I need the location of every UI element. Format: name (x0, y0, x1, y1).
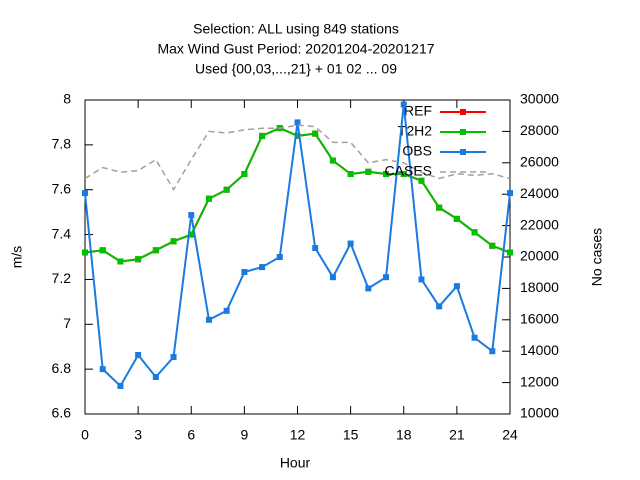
y2-tick-label: 12000 (520, 373, 559, 389)
data-point (259, 264, 266, 271)
legend-marker (460, 109, 466, 115)
y2-tick-label: 24000 (520, 185, 559, 201)
data-point (223, 307, 230, 314)
data-point (400, 101, 407, 108)
data-point (312, 245, 319, 252)
data-point (294, 119, 301, 126)
y2-tick-label: 10000 (520, 405, 559, 421)
y-axis-label: m/s (9, 246, 25, 269)
data-point (135, 256, 142, 263)
y-tick-label: 7.6 (52, 180, 72, 196)
data-point (347, 240, 354, 247)
y-tick-label: 7.8 (52, 136, 72, 152)
data-point (383, 274, 390, 281)
legend-label: REF (404, 103, 432, 119)
data-point (453, 215, 460, 222)
data-point (471, 334, 478, 341)
data-point (329, 274, 336, 281)
data-point (294, 132, 301, 139)
x-tick-label: 9 (240, 427, 248, 443)
data-point (223, 186, 230, 193)
data-point (152, 373, 159, 380)
data-point (453, 283, 460, 290)
x-tick-label: 6 (187, 427, 195, 443)
data-point (489, 348, 496, 355)
series-line (84, 124, 511, 191)
data-point (418, 276, 425, 283)
y2-tick-label: 18000 (520, 279, 559, 295)
x-tick-label: 24 (502, 427, 518, 443)
data-point (329, 157, 336, 164)
data-point (205, 316, 212, 323)
data-point (383, 171, 390, 178)
data-point (436, 204, 443, 211)
data-point (82, 249, 88, 256)
data-point (400, 171, 407, 178)
y2-tick-label: 26000 (520, 154, 559, 170)
y2-tick-label: 30000 (520, 91, 559, 107)
chart-title: Selection: ALL using 849 stations (193, 21, 399, 37)
data-point (241, 269, 248, 276)
y-tick-label: 6.8 (52, 360, 72, 376)
data-point (99, 247, 106, 254)
data-point (347, 171, 354, 178)
y-tick-label: 8 (63, 91, 71, 107)
data-point (135, 352, 142, 359)
data-point (365, 168, 372, 175)
y-tick-label: 7.4 (52, 225, 72, 241)
data-point (241, 171, 248, 178)
legend-marker (460, 129, 466, 135)
data-point (507, 249, 513, 256)
y-tick-label: 7.2 (52, 270, 72, 286)
data-point (259, 132, 266, 139)
x-tick-label: 0 (81, 427, 89, 443)
data-point (117, 382, 124, 389)
x-tick-label: 21 (449, 427, 465, 443)
data-point (507, 190, 513, 197)
data-point (99, 366, 106, 373)
y2-axis-label: No cases (589, 228, 605, 286)
x-tick-label: 3 (134, 427, 142, 443)
y2-tick-label: 14000 (520, 342, 559, 358)
data-point (312, 130, 319, 137)
x-tick-label: 18 (396, 427, 412, 443)
y-tick-label: 6.6 (52, 405, 72, 421)
legend-label: T2H2 (398, 123, 432, 139)
y2-tick-label: 22000 (520, 216, 559, 232)
legend-label: OBS (402, 143, 432, 159)
data-point (418, 177, 425, 184)
data-point (152, 247, 159, 254)
chart-title: Used {00,03,...,21} + 01 02 ... 09 (195, 61, 397, 77)
data-point (365, 285, 372, 292)
data-point (188, 212, 195, 219)
y-tick-label: 7 (63, 315, 71, 331)
data-point (188, 231, 195, 238)
legend-marker (460, 149, 466, 155)
x-tick-label: 12 (290, 427, 306, 443)
data-point (170, 238, 177, 245)
x-tick-label: 15 (343, 427, 359, 443)
data-point (276, 254, 283, 260)
data-point (436, 303, 443, 310)
y2-tick-label: 16000 (520, 311, 559, 327)
chart-title: Max Wind Gust Period: 20201204-20201217 (157, 41, 434, 57)
data-point (82, 190, 88, 197)
legend-label: CASES (385, 163, 432, 179)
data-point (471, 229, 478, 236)
data-point (170, 354, 177, 361)
data-point (205, 195, 212, 202)
x-axis-label: Hour (280, 455, 311, 471)
data-point (117, 258, 124, 265)
y2-tick-label: 20000 (520, 248, 559, 264)
y2-tick-label: 28000 (520, 122, 559, 138)
data-point (489, 242, 496, 249)
